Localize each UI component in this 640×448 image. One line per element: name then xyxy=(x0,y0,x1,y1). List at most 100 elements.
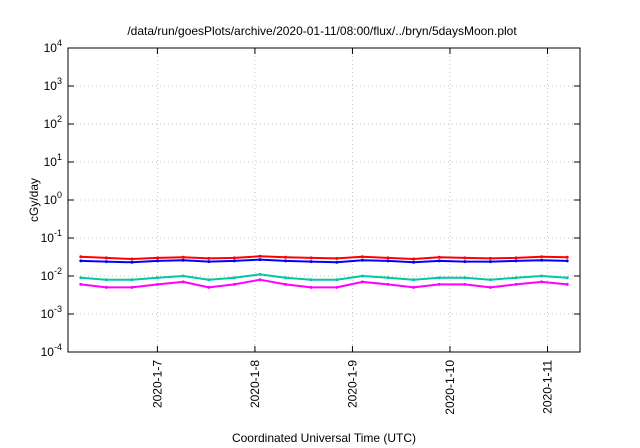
data-point xyxy=(412,260,416,264)
x-tick-label: 2020-1-7 xyxy=(150,360,164,408)
y-tick-label: 102 xyxy=(44,114,62,131)
data-point xyxy=(284,276,288,280)
data-point xyxy=(514,259,518,263)
data-point xyxy=(104,278,108,282)
data-point xyxy=(565,259,569,263)
data-point xyxy=(565,255,569,259)
data-point xyxy=(540,255,544,259)
x-tick-label: 2020-1-11 xyxy=(540,360,554,414)
data-point xyxy=(104,256,108,260)
data-point xyxy=(360,280,364,284)
data-point xyxy=(284,259,288,263)
data-point xyxy=(130,257,134,261)
data-point xyxy=(104,285,108,289)
data-point xyxy=(335,256,339,260)
y-axis: 10-4 10-3 10-2 10-1 100 101 102 103 104 xyxy=(41,38,580,359)
data-point xyxy=(232,256,236,260)
data-point xyxy=(565,282,569,286)
chart-title: /data/run/goesPlots/archive/2020-01-11/0… xyxy=(127,24,517,38)
grid xyxy=(68,48,580,352)
data-point xyxy=(104,260,108,264)
data-point xyxy=(156,282,160,286)
data-point xyxy=(130,278,134,282)
data-point xyxy=(232,259,236,263)
data-point xyxy=(258,278,262,282)
data-point xyxy=(207,256,211,260)
data-point xyxy=(181,274,185,278)
series-line-4 xyxy=(80,278,568,289)
y-tick-label: 103 xyxy=(44,76,62,93)
data-point xyxy=(437,255,441,259)
data-point xyxy=(437,276,441,280)
x-tick-label: 2020-1-10 xyxy=(443,360,457,415)
data-point xyxy=(463,276,467,280)
series-line-1 xyxy=(80,255,568,260)
data-point xyxy=(79,255,83,259)
data-point xyxy=(207,285,211,289)
data-point xyxy=(258,258,262,262)
data-point xyxy=(156,276,160,280)
y-tick-label: 10-3 xyxy=(41,304,62,321)
y-tick-label: 10-4 xyxy=(41,342,62,359)
series-layer xyxy=(79,254,569,289)
series-line-3 xyxy=(80,273,568,281)
data-point xyxy=(181,255,185,259)
data-point xyxy=(386,276,390,280)
data-point xyxy=(79,282,83,286)
data-point xyxy=(181,280,185,284)
data-point xyxy=(386,256,390,260)
x-tick-label: 2020-1-8 xyxy=(248,360,262,408)
data-point xyxy=(207,278,211,282)
series-line-2 xyxy=(80,258,568,264)
y-tick-label: 101 xyxy=(44,152,62,169)
y-tick-label: 10-1 xyxy=(41,228,62,245)
data-point xyxy=(335,260,339,264)
data-point xyxy=(540,274,544,278)
data-point xyxy=(335,278,339,282)
data-point xyxy=(514,256,518,260)
data-point xyxy=(309,285,313,289)
data-point xyxy=(386,282,390,286)
data-point xyxy=(488,260,492,264)
data-point xyxy=(540,258,544,262)
data-point xyxy=(412,257,416,261)
y-tick-label: 10-2 xyxy=(41,266,62,283)
data-point xyxy=(130,260,134,264)
data-point xyxy=(565,276,569,280)
data-point xyxy=(488,256,492,260)
data-point xyxy=(463,256,467,260)
data-point xyxy=(488,285,492,289)
data-point xyxy=(412,278,416,282)
data-point xyxy=(156,259,160,263)
y-axis-label: cGy/day xyxy=(27,178,41,222)
data-point xyxy=(540,280,544,284)
data-point xyxy=(130,285,134,289)
data-point xyxy=(258,272,262,276)
data-point xyxy=(463,282,467,286)
data-point xyxy=(360,274,364,278)
data-point xyxy=(386,259,390,263)
data-point xyxy=(360,258,364,262)
data-point xyxy=(514,282,518,286)
data-point xyxy=(463,260,467,264)
data-point xyxy=(360,255,364,259)
data-point xyxy=(309,260,313,264)
data-point xyxy=(437,282,441,286)
x-axis-label: Coordinated Universal Time (UTC) xyxy=(232,431,416,445)
data-point xyxy=(232,276,236,280)
x-tick-label: 2020-1-9 xyxy=(345,360,359,408)
data-point xyxy=(156,256,160,260)
data-point xyxy=(232,282,236,286)
data-point xyxy=(335,285,339,289)
y-tick-label: 104 xyxy=(44,38,62,55)
data-point xyxy=(488,278,492,282)
data-point xyxy=(309,278,313,282)
data-point xyxy=(79,259,83,263)
data-point xyxy=(258,254,262,258)
data-point xyxy=(207,260,211,264)
data-point xyxy=(309,256,313,260)
data-point xyxy=(284,255,288,259)
data-point xyxy=(79,276,83,280)
data-point xyxy=(181,258,185,262)
